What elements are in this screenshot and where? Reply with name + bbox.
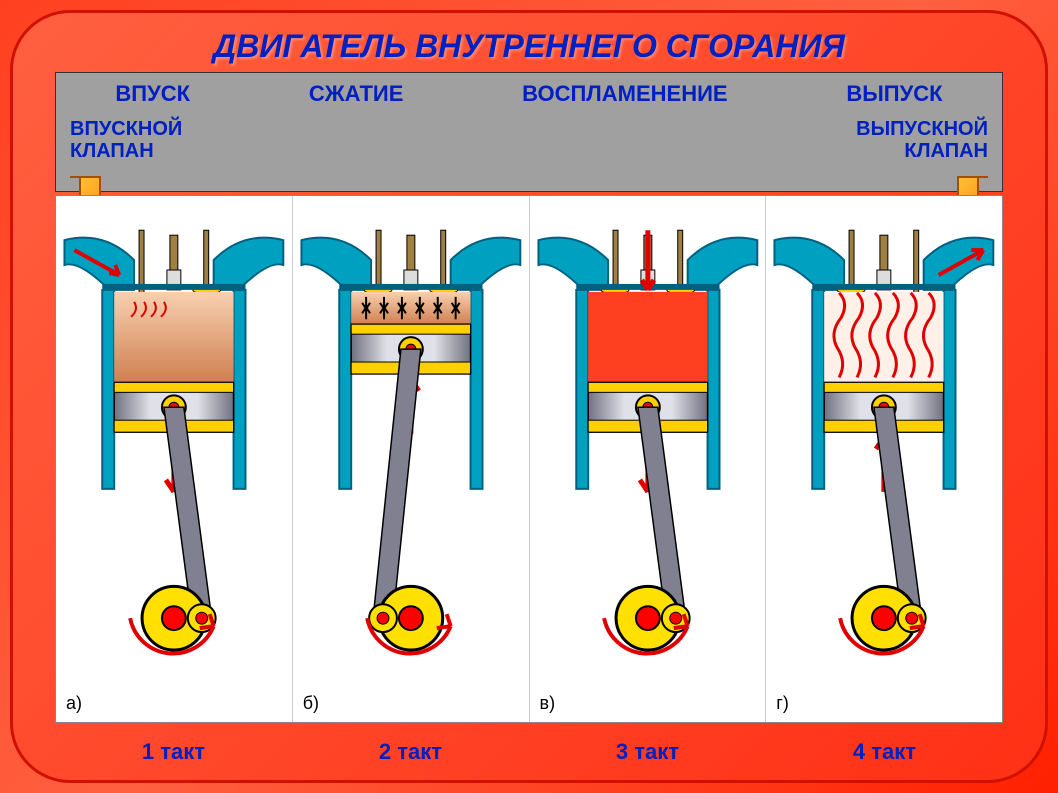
panel-label-2: в) <box>540 693 556 714</box>
stage-label-3: ВЫПУСК <box>846 81 942 107</box>
takt-label-2: 3 такт <box>616 739 679 765</box>
panel-label-3: г) <box>776 693 789 714</box>
main-title: ДВИГАТЕЛЬ ВНУТРЕННЕГО СГОРАНИЯ <box>0 28 1058 65</box>
takt-labels-row: 1 такт 2 такт 3 такт 4 такт <box>55 739 1003 765</box>
cylinder-svg-3 <box>766 196 1002 722</box>
stage-label-2: ВОСПЛАМЕНЕНИЕ <box>522 81 727 107</box>
cylinder-svg-2 <box>530 196 766 722</box>
diagram-area: а) б) в) г) <box>55 195 1003 723</box>
stage-label-1: СЖАТИЕ <box>309 81 404 107</box>
panel-label-0: а) <box>66 693 82 714</box>
cylinder-panel-2: в) <box>530 196 767 722</box>
stage-labels-row: ВПУСК СЖАТИЕ ВОСПЛАМЕНЕНИЕ ВЫПУСК <box>56 73 1002 107</box>
cylinder-panel-3: г) <box>766 196 1002 722</box>
takt-label-0: 1 такт <box>142 739 205 765</box>
takt-label-1: 2 такт <box>379 739 442 765</box>
panel-label-1: б) <box>303 693 319 714</box>
intake-valve-label: ВПУСКНОЙ КЛАПАН <box>70 118 182 162</box>
cylinder-panel-1: б) <box>293 196 530 722</box>
takt-label-3: 4 такт <box>853 739 916 765</box>
cylinder-panel-0: а) <box>56 196 293 722</box>
stage-label-0: ВПУСК <box>115 81 190 107</box>
exhaust-valve-label: ВЫПУСКНОЙ КЛАПАН <box>856 118 988 162</box>
cylinder-svg-0 <box>56 196 292 722</box>
cylinder-svg-1 <box>293 196 529 722</box>
